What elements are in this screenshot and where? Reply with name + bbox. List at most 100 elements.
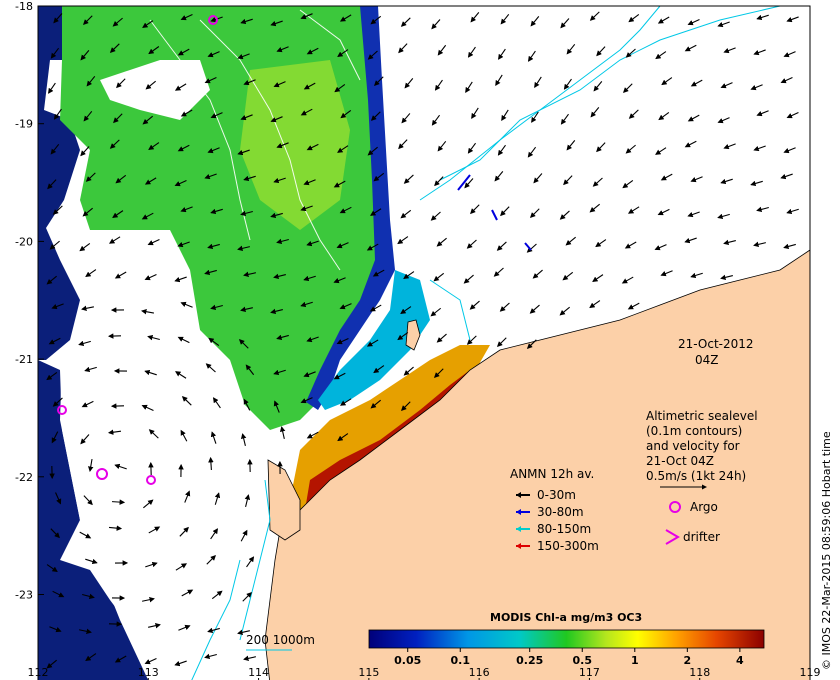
velocity-arrow	[370, 111, 381, 121]
velocity-arrow	[499, 302, 510, 312]
velocity-arrow	[88, 458, 94, 472]
velocity-arrow	[434, 79, 443, 91]
velocity-arrow	[565, 236, 576, 246]
velocity-arrow	[723, 143, 736, 150]
altimetry-legend-line4: 21-Oct 04Z	[646, 454, 714, 468]
velocity-arrow	[783, 51, 796, 58]
velocity-arrow	[114, 271, 127, 279]
velocity-arrow	[273, 273, 286, 280]
velocity-arrow	[370, 15, 382, 25]
altimetry-legend-line3: and velocity for	[646, 439, 740, 453]
velocity-arrow	[403, 366, 414, 376]
velocity-arrow	[141, 212, 154, 220]
velocity-arrow	[563, 78, 572, 90]
velocity-arrow	[589, 11, 600, 21]
velocity-arrow	[208, 456, 214, 471]
velocity-arrow	[82, 593, 95, 600]
velocity-arrow	[47, 179, 57, 190]
velocity-arrow	[214, 492, 221, 505]
velocity-arrow	[79, 242, 91, 252]
velocity-arrow	[273, 369, 286, 376]
colorbar-tick-label: 0.25	[516, 654, 543, 667]
velocity-arrow	[48, 82, 56, 94]
velocity-arrow	[174, 276, 187, 283]
colorbar-tick-label: 0.1	[451, 654, 471, 667]
velocity-arrow	[273, 81, 286, 88]
velocity-arrow	[471, 107, 479, 119]
velocity-arrow	[720, 274, 733, 281]
anmn-legend-label: 80-150m	[537, 522, 591, 536]
velocity-arrow	[430, 307, 442, 317]
velocity-arrow	[466, 335, 477, 345]
velocity-arrow	[684, 44, 697, 52]
velocity-arrow	[177, 241, 190, 248]
velocity-arrow	[400, 17, 411, 27]
velocity-arrow	[204, 269, 217, 276]
velocity-arrow	[240, 306, 253, 313]
velocity-arrow	[300, 108, 313, 116]
velocity-arrow	[756, 206, 769, 213]
time-label: 04Z	[695, 353, 719, 367]
velocity-arrow	[596, 46, 606, 57]
velocity-arrow	[373, 76, 384, 87]
velocity-arrow	[179, 526, 189, 537]
velocity-arrow	[589, 203, 601, 213]
velocity-arrow	[655, 51, 667, 60]
velocity-arrow	[529, 304, 540, 314]
colorbar-tick-label: 1	[631, 654, 639, 667]
velocity-arrow	[559, 306, 571, 316]
velocity-arrow	[336, 337, 349, 345]
velocity-arrow	[303, 179, 316, 186]
velocity-arrow	[500, 206, 510, 217]
velocity-arrow	[177, 144, 190, 152]
velocity-arrow	[566, 43, 576, 55]
velocity-arrow	[333, 372, 346, 380]
colorbar-tick-label: 0.5	[572, 654, 592, 667]
velocity-arrow	[180, 109, 193, 117]
velocity-arrow	[210, 528, 218, 540]
velocity-arrow	[210, 431, 217, 444]
velocity-arrow	[628, 13, 640, 23]
velocity-arrow	[204, 173, 217, 180]
velocity-arrow	[624, 241, 637, 249]
lon-tick-label: 115	[358, 666, 379, 679]
argo-legend-icon	[669, 501, 681, 513]
velocity-arrow	[496, 337, 507, 347]
velocity-arrow	[403, 271, 415, 280]
velocity-arrow	[401, 113, 411, 124]
velocity-arrow	[206, 554, 216, 565]
velocity-arrow	[430, 211, 441, 221]
velocity-arrow	[400, 209, 412, 219]
velocity-arrow	[367, 146, 378, 156]
velocity-arrow	[469, 300, 480, 310]
velocity-arrow	[306, 431, 319, 439]
velocity-arrow	[144, 177, 157, 185]
velocity-arrow	[111, 499, 126, 505]
colorbar-ticks: 0.05 0.1 0.25 0.5 1 2 4	[394, 648, 744, 667]
velocity-arrow	[80, 50, 90, 61]
velocity-arrow	[85, 653, 97, 662]
velocity-arrow	[753, 49, 766, 56]
velocity-arrow	[437, 140, 447, 152]
velocity-arrow	[142, 596, 155, 603]
velocity-arrow	[148, 622, 161, 629]
velocity-arrow	[181, 396, 192, 406]
velocity-arrow	[627, 302, 640, 310]
velocity-arrow	[210, 304, 223, 311]
velocity-arrow	[340, 109, 352, 119]
velocity-arrow	[240, 114, 253, 121]
velocity-arrow	[660, 270, 673, 277]
velocity-arrow	[207, 243, 220, 250]
velocity-arrow	[654, 244, 667, 251]
velocity-arrow	[786, 208, 799, 215]
argo-legend-label: Argo	[690, 500, 718, 514]
velocity-arrow	[661, 77, 673, 86]
velocity-arrow	[717, 21, 730, 28]
velocity-arrow	[300, 13, 313, 20]
velocity-arrow	[237, 53, 250, 60]
velocity-arrow	[50, 47, 60, 59]
velocity-arrow	[141, 309, 155, 315]
velocity-arrow	[53, 13, 63, 24]
velocity-arrow	[690, 79, 703, 87]
